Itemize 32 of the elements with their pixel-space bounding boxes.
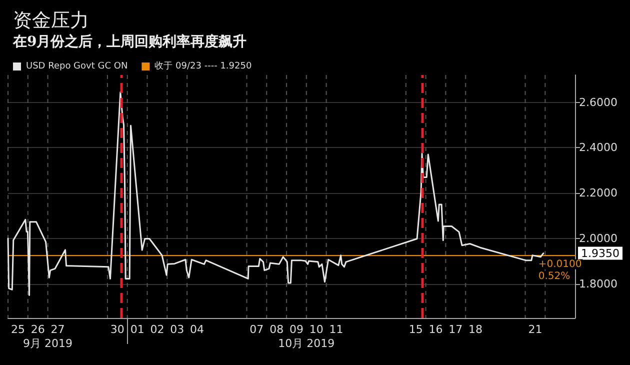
x-tick-label: 09 [289, 323, 304, 336]
text: 1.9350 [581, 246, 620, 260]
chart-title: 资金压力 [13, 10, 89, 32]
legend-label: USD Repo Govt GC ON [26, 62, 128, 72]
x-tick-label: 02 [150, 323, 164, 336]
annotation: +0.0100 [538, 258, 582, 270]
x-tick-label: 08 [270, 323, 284, 336]
annotation: 0.52% [538, 270, 570, 282]
x-tick-label: 01 [130, 323, 144, 336]
x-tick-label: 07 [250, 323, 264, 336]
y-tick-label: 1.8000 [579, 277, 618, 290]
y-tick-label: 2.0000 [579, 232, 618, 246]
chart-subtitle: 在9月份之后，上周回购利率再度飙升 [12, 33, 247, 50]
x-tick-label: 11 [329, 323, 344, 336]
y-tick-label: 2.4000 [579, 141, 618, 154]
x-tick-label: 10 [309, 323, 324, 336]
x-tick-label: 18 [468, 323, 483, 336]
y-tick-label: 2.2000 [579, 186, 618, 200]
x-tick-label: 17 [448, 323, 463, 336]
x-tick-label: 25 [10, 323, 25, 336]
x-tick-label: 21 [528, 323, 542, 336]
x-tick-label: 26 [30, 323, 45, 336]
x2-tick-label: 10月 2019 [278, 337, 335, 350]
x-tick-label: 15 [408, 323, 423, 336]
x-tick-label: 27 [50, 323, 65, 336]
x2-tick-label: 9月 2019 [23, 337, 73, 350]
x-tick-label: 04 [190, 323, 204, 336]
legend-label: 收于 09/23 ---- 1.9250 [154, 60, 252, 72]
x-tick-label: 30 [110, 323, 124, 336]
x-tick-label: 16 [428, 323, 443, 336]
x-tick-label: 03 [170, 323, 184, 336]
y-tick-label: 2.6000 [579, 96, 618, 109]
